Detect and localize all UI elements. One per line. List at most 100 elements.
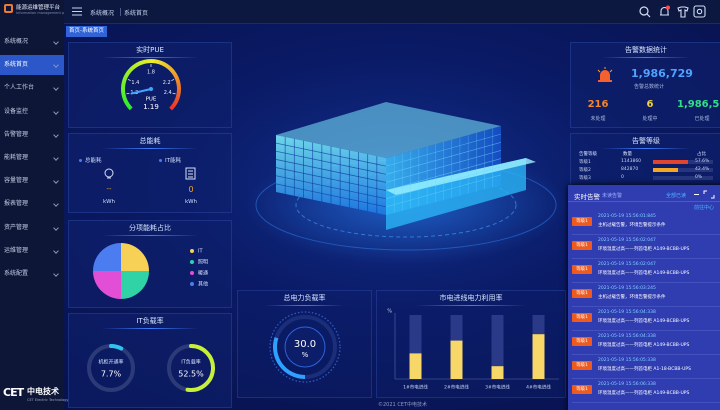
brand-en: CET Electric Technology [27, 398, 69, 402]
siren-icon [597, 67, 613, 82]
panel-title: 分项能耗占比 [69, 223, 231, 236]
x-tick-label: 3#市电进线 [485, 384, 510, 391]
ring-label: IT负载率 [181, 359, 201, 366]
panel-title: IT负载率 [69, 316, 231, 329]
table-header: 告警等级 [579, 152, 597, 157]
gauge-arc [273, 337, 306, 379]
search-icon[interactable] [639, 6, 651, 18]
logo-title: 能源运维管理平台 [16, 5, 61, 11]
gauge-arc [163, 63, 170, 69]
alarm-divider [572, 354, 720, 355]
gauge-arc [175, 77, 181, 83]
alarm-level-badge: 等级1 [572, 265, 592, 274]
panel-title: 总能耗 [69, 136, 231, 149]
breadcrumb-item[interactable]: 系统首页 [124, 10, 149, 17]
gauge-tick [126, 92, 130, 95]
legend-label: 其他 [198, 281, 208, 288]
alarm-item[interactable]: 等级1 2021-05-19 15:56:02:047 环境温度过高——列首电柜 A… [572, 237, 720, 260]
alarm-level-badge: 等级1 [572, 313, 592, 322]
window-grid [275, 128, 502, 214]
alarm-item[interactable]: 等级1 2021-05-19 15:56:03:245 主机过载告警，环境告警提示条… [572, 285, 720, 308]
gauge-tick [172, 92, 176, 95]
shirt-icon[interactable] [677, 6, 689, 18]
menu-item[interactable]: 个人工作台 [0, 78, 64, 98]
menu-item[interactable]: 设备监控 [0, 102, 64, 122]
gauge-label: PUE [146, 97, 157, 103]
menu-item[interactable]: 系统概况 [0, 32, 64, 52]
alarm-item[interactable]: 等级1 2021-05-19 15:56:02:047 环境温度过高——列首电柜 A… [572, 261, 720, 284]
ring-arc [109, 344, 124, 351]
alarm-item[interactable]: 等级1 2021-05-19 15:56:01:845 主机过载告警，环境告警提示条… [572, 213, 720, 236]
top-bar: 系统概况 系统首页 [64, 0, 720, 24]
menu-item[interactable]: 容量管理 [0, 171, 64, 191]
page-tab[interactable]: 首页-系统首页 [66, 26, 107, 37]
energy-unit: kWh [102, 199, 116, 205]
panel-title: 总电力负载率 [238, 293, 371, 306]
legend-dot [190, 271, 194, 275]
gauge-arc [176, 81, 181, 86]
panel-title: 市电进线电力利用率 [377, 293, 565, 306]
menu-item[interactable]: 能耗管理 [0, 148, 64, 168]
popup-link[interactable]: 前往中心 [694, 205, 715, 211]
legend-dot [190, 249, 194, 253]
bar [450, 340, 463, 379]
menu-item[interactable]: 系统配置 [0, 264, 64, 284]
gauge-tick-label: 2.2 [163, 80, 171, 86]
bell-icon[interactable] [660, 5, 670, 16]
alarm-divider [572, 330, 720, 331]
popup-action[interactable]: 全部已读 [666, 193, 687, 199]
legend-label: 总能耗 [85, 158, 102, 164]
gauge-arc [166, 65, 173, 71]
gauge-arc [173, 74, 179, 80]
alarm-item[interactable]: 等级1 2021-05-19 15:56:04:338 环境温度过高——列首电柜 A… [572, 309, 720, 332]
gauge-value: 1.19 [143, 103, 159, 111]
alarm-text: 环境温度过高——列首电柜 A149-BCBB-UPS [598, 343, 690, 348]
gauge-ring [269, 311, 341, 383]
popup-title: 实时告警 [574, 193, 600, 201]
logo-subtitle: Information management platform [16, 11, 77, 15]
divider [568, 201, 720, 202]
alarm-time: 2021-05-19 15:56:04:338 [598, 310, 656, 315]
stat-value: 1,986,507 [677, 99, 720, 110]
menu-item[interactable]: 告警管理 [0, 125, 64, 145]
gauge-value: 30.0 [294, 339, 316, 350]
alarm-text: 主机过载告警，环境告警提示条件 [598, 223, 666, 228]
gauge-arc [123, 73, 129, 80]
menu-item[interactable]: 运维管理 [0, 241, 64, 261]
alarm-item[interactable]: 等级1 2021-05-19 15:56:05:338 环境温度过高——列首电柜 A… [572, 357, 720, 380]
doc-icon [185, 167, 196, 180]
alarm-divider [572, 306, 720, 307]
alarm-divider [572, 402, 720, 403]
building-illustration [246, 102, 566, 265]
popup-controls [694, 190, 715, 199]
settings-icon[interactable] [693, 5, 706, 18]
menu-item[interactable]: 报表管理 [0, 194, 64, 214]
alarm-time: 2021-05-19 15:56:01:845 [598, 214, 656, 219]
alarm-time: 2021-05-19 15:56:04:338 [598, 334, 656, 339]
alarm-level-panel: 告警等级 告警等级 数量 占比 等级1 1143860 57.6% 等级2 842870 42.… [570, 133, 720, 189]
gauge-arc [169, 67, 175, 74]
building-roof [276, 102, 501, 158]
alarm-level-badge: 等级1 [572, 385, 592, 394]
alarm-level-badge: 等级1 [572, 337, 592, 346]
menu-toggle[interactable] [72, 7, 82, 16]
alarm-item[interactable]: 等级1 2021-05-19 15:56:06:338 环境温度过高——列首电柜 A… [572, 381, 720, 404]
gauge-arc [121, 92, 126, 97]
expand-icon[interactable] [703, 190, 715, 199]
alarm-text: 环境温度过高——列首电柜 A149-BCBB-UPS [598, 271, 690, 276]
alarm-item[interactable]: 等级1 2021-05-19 15:56:04:338 环境温度过高——列首电柜 A… [572, 333, 720, 356]
popup-tab[interactable]: 未读告警 [602, 193, 623, 199]
alarm-level-badge: 等级1 [572, 361, 592, 370]
alarm-level-badge: 等级1 [572, 241, 592, 250]
table-cell: 842870 [621, 167, 639, 172]
gauge-arc [173, 98, 179, 105]
stat-value: 216 [587, 99, 609, 110]
breadcrumb-item[interactable]: 系统概况 [90, 10, 115, 17]
menu-item[interactable]: 资产管理 [0, 218, 64, 238]
ring-label: 机柜开通率 [98, 359, 123, 366]
menu-item[interactable]: 系统首页 [0, 55, 64, 76]
window-line [275, 175, 387, 200]
